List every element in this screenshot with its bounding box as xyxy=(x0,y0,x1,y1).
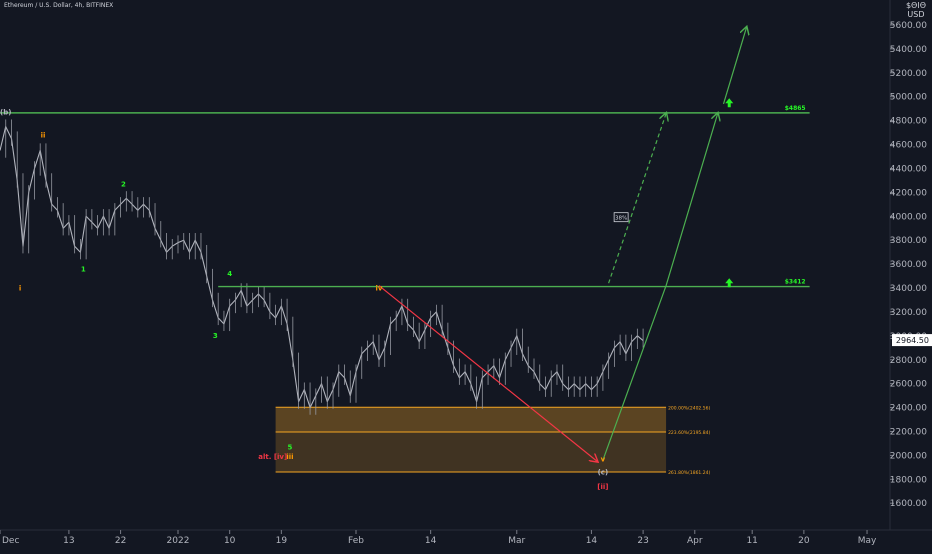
percent-box xyxy=(613,212,629,223)
time-tick-label: 14 xyxy=(425,536,437,546)
price-tick-label: 3800.00 xyxy=(890,236,927,246)
fib-level-label: 261.80%(1861.24) xyxy=(668,470,710,476)
symbol-line: Ethereum / U.S. Dollar, 4h, BITFINEX xyxy=(4,2,114,9)
projection-line xyxy=(602,114,718,461)
wave-label: ii xyxy=(41,131,46,139)
wave-label: iii xyxy=(286,453,293,461)
wave-label: 5 xyxy=(288,443,293,451)
fib-level-label: 223.60%(2195.84) xyxy=(668,430,710,436)
up-arrow-icon xyxy=(725,278,734,288)
wave-label: 1 xyxy=(81,265,86,273)
fib-zone-upper xyxy=(275,407,667,432)
currency-code: USD xyxy=(907,10,925,19)
wave-label: i xyxy=(19,284,21,292)
price-tick-label: 2200.00 xyxy=(890,427,927,437)
time-tick-label: Dec xyxy=(2,536,19,546)
wave-label: 3 xyxy=(213,332,218,340)
time-tick-label: 22 xyxy=(115,536,126,546)
price-tick-label: 1600.00 xyxy=(890,499,927,509)
time-tick-label: Mar xyxy=(508,536,525,546)
wave-label: 4 xyxy=(227,270,232,278)
level-label: $4865 xyxy=(785,105,806,112)
time-tick-label: 23 xyxy=(637,536,648,546)
time-tick-label: 19 xyxy=(276,536,288,546)
time-tick-label: 10 xyxy=(224,536,236,546)
wave-label: (c) xyxy=(598,469,609,477)
time-tick-label: 2022 xyxy=(167,536,190,546)
up-arrow-icon xyxy=(725,98,734,108)
fib-zone-lower xyxy=(275,431,667,472)
wave-label: alt. [iv] xyxy=(258,453,287,461)
projection-dashed xyxy=(608,114,667,284)
wave-label: (b) xyxy=(0,109,11,117)
price-tick-label: 4000.00 xyxy=(890,212,927,222)
percent-box-label: 38% xyxy=(615,216,627,222)
time-tick-label: 13 xyxy=(63,536,74,546)
price-tick-label: 3600.00 xyxy=(890,260,927,270)
price-tick-label: 4800.00 xyxy=(890,117,927,127)
projection-line xyxy=(722,27,747,105)
price-tick-label: 5000.00 xyxy=(890,93,927,103)
currency-top: $ΘІΘ xyxy=(905,1,926,10)
price-tick-label: 3200.00 xyxy=(890,308,927,318)
time-tick-label: May xyxy=(858,536,877,546)
last-price-marker xyxy=(892,334,932,347)
fib-level-label: 200.00%(2402.56) xyxy=(668,405,710,411)
time-tick-label: Feb xyxy=(348,536,364,546)
price-tick-label: 2400.00 xyxy=(890,404,927,414)
time-tick-label: Apr xyxy=(687,536,703,546)
time-tick-label: 14 xyxy=(586,536,598,546)
price-tick-label: 2600.00 xyxy=(890,380,927,390)
wave-label: v xyxy=(601,455,606,463)
wave-label: 2 xyxy=(121,180,126,188)
price-tick-label: 4600.00 xyxy=(890,141,927,151)
time-tick-label: 11 xyxy=(746,536,757,546)
price-tick-label: 2000.00 xyxy=(890,451,927,461)
price-tick-label: 4200.00 xyxy=(890,188,927,198)
time-tick-label: 20 xyxy=(798,536,810,546)
price-tick-label: 2800.00 xyxy=(890,356,927,366)
wave-label: iv xyxy=(375,284,382,292)
projection-line xyxy=(378,285,597,462)
price-tick-label: 1800.00 xyxy=(890,475,927,485)
price-tick-label: 4400.00 xyxy=(890,164,927,174)
level-label: $3412 xyxy=(785,279,806,286)
wave-label: [ii] xyxy=(597,483,608,491)
price-tick-label: 5200.00 xyxy=(890,69,927,79)
price-axis-bg xyxy=(890,0,932,530)
price-tick-label: 5600.00 xyxy=(890,21,927,31)
last-price-label: 2964.50 xyxy=(896,336,929,345)
currency-label: $ΘІΘ USD xyxy=(906,1,926,19)
price-tick-label: 3400.00 xyxy=(890,284,927,294)
price-tick-label: 5400.00 xyxy=(890,45,927,55)
